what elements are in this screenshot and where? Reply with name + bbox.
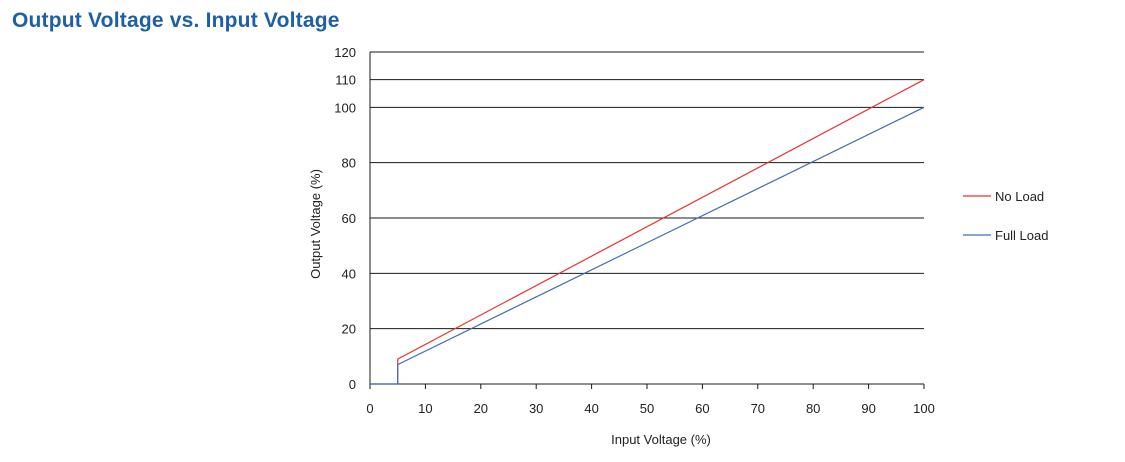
- legend-label-no-load: No Load: [995, 189, 1044, 204]
- x-tick-label: 20: [474, 401, 488, 416]
- x-tick-label: 100: [913, 401, 935, 416]
- y-tick-label: 0: [349, 377, 356, 392]
- y-tick-label: 120: [334, 45, 356, 60]
- x-tick-label: 60: [695, 401, 709, 416]
- x-tick-label: 90: [861, 401, 875, 416]
- chart-title: Output Voltage vs. Input Voltage: [12, 9, 340, 32]
- series-line-full-load: [370, 106, 925, 385]
- x-tick-label: 0: [366, 401, 373, 416]
- y-tick-label: 100: [334, 100, 356, 115]
- x-tick-label: 70: [751, 401, 765, 416]
- x-tick-label: 10: [418, 401, 432, 416]
- x-tick-label: 30: [529, 401, 543, 416]
- y-tick-label: 110: [335, 73, 356, 88]
- x-tick-label: 80: [806, 401, 820, 416]
- y-tick-label: 60: [342, 211, 356, 226]
- x-axis-label: Input Voltage (%): [611, 432, 711, 447]
- y-tick-label: 40: [342, 266, 356, 281]
- legend-label-full-load: Full Load: [995, 228, 1048, 243]
- series-line-no-load: [370, 79, 925, 385]
- y-tick-label: 20: [342, 322, 356, 337]
- x-tick-label: 50: [640, 401, 654, 416]
- y-axis-label: Output Voltage (%): [308, 169, 323, 279]
- x-tick-label: 40: [584, 401, 598, 416]
- y-tick-label: 80: [342, 156, 356, 171]
